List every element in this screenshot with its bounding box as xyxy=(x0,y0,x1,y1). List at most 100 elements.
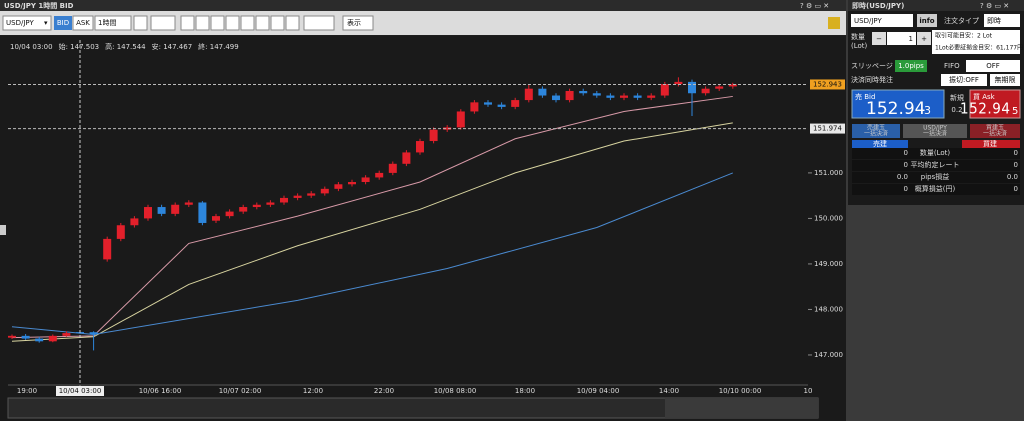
candle-body xyxy=(157,207,166,214)
crosshair-label-box xyxy=(56,386,104,396)
info-button[interactable] xyxy=(917,14,937,27)
window-controls[interactable]: ? ⚙ ▭ ✕ xyxy=(800,2,829,10)
candle-body xyxy=(633,95,642,98)
row-bg xyxy=(852,148,1020,159)
fifo-button[interactable] xyxy=(966,60,1020,72)
bid-box[interactable] xyxy=(851,89,945,119)
y-tick-label: 147.000 xyxy=(814,351,843,359)
price-label-box xyxy=(810,123,845,134)
slippage-label: スリッページ xyxy=(851,62,893,70)
candle-body xyxy=(198,202,207,223)
y-tick-label: 149.000 xyxy=(814,260,843,268)
available: 取引可能目安：2 Lot xyxy=(935,32,993,40)
row-label: 数量(Lot) xyxy=(920,148,951,157)
slippage: 1.0pips xyxy=(898,62,924,70)
navigator-window[interactable] xyxy=(665,398,818,418)
ask-last: 5 xyxy=(1012,106,1018,117)
order-type-label: 注文タイプ xyxy=(944,16,979,25)
candle-body xyxy=(497,104,506,107)
ask-button[interactable] xyxy=(72,15,94,31)
settings-icon[interactable] xyxy=(828,17,840,29)
plus: + xyxy=(921,35,927,43)
candle-body xyxy=(280,197,288,203)
candle-body xyxy=(511,100,520,107)
moving-average xyxy=(11,95,733,339)
x-tick-label: 18:00 xyxy=(515,387,535,395)
expiry-button[interactable] xyxy=(990,74,1020,86)
candle-body xyxy=(239,207,248,212)
plus-button[interactable] xyxy=(917,32,931,45)
candle-body xyxy=(660,84,669,96)
row-label: pips損益 xyxy=(921,172,949,181)
panel-symbol: USD/JPY xyxy=(854,17,882,25)
candle-body xyxy=(388,163,397,173)
candle-body xyxy=(606,95,615,98)
panel-symbol-select[interactable] xyxy=(851,14,913,27)
y-tick-label: 148.000 xyxy=(814,305,843,313)
margin: 1Lot必要証拠金目安：61,177円 xyxy=(935,44,1023,52)
bid-button[interactable] xyxy=(54,16,72,30)
price-axis xyxy=(808,38,846,396)
candle-body xyxy=(89,332,98,335)
settle-button[interactable] xyxy=(941,74,987,86)
info-text: 10/04 03:00 xyxy=(10,43,53,51)
candle-body xyxy=(592,93,601,96)
symbol: USD/JPY xyxy=(6,19,34,27)
button-text: 一括決済 xyxy=(983,130,1007,138)
settle: 振切:OFF xyxy=(949,75,979,84)
settle-all-button[interactable] xyxy=(852,124,900,138)
minus: − xyxy=(876,35,882,43)
sell-header: 売建 xyxy=(873,139,887,148)
info-text: 始: 147.503 xyxy=(59,42,100,51)
panel-controls[interactable]: ? ⚙ ▭ ✕ xyxy=(980,2,1009,10)
candle-body xyxy=(688,81,696,94)
candle-body xyxy=(647,95,656,98)
sell-header-bg xyxy=(852,140,908,148)
candle-body xyxy=(293,195,302,198)
title-bar xyxy=(0,0,846,11)
row-bg xyxy=(852,160,1020,171)
x-tick-label: 10/09 04:00 xyxy=(577,387,620,395)
candle-body xyxy=(130,218,139,226)
crosshair-label: 10/04 03:00 xyxy=(59,387,102,395)
candle-body xyxy=(443,127,452,130)
candle-body xyxy=(402,152,411,164)
candle-body xyxy=(35,338,44,342)
button-text: 売建玉 xyxy=(867,124,885,132)
view-label: 表示 xyxy=(347,18,361,27)
candle-body xyxy=(715,86,724,89)
settle-all-button[interactable] xyxy=(903,124,967,138)
candle-body xyxy=(266,202,275,205)
ask-box[interactable] xyxy=(969,89,1021,119)
sell-cell: 0 xyxy=(904,161,908,169)
candle-body xyxy=(225,211,234,217)
settle-all-button[interactable] xyxy=(970,124,1020,138)
ohlc-info: 10/04 03:00 始: 147.503 高: 147.544 安: 147.46… xyxy=(10,42,239,51)
order-type-select[interactable] xyxy=(984,14,1020,27)
fifo-label: FIFO xyxy=(944,62,960,70)
x-tick-label: 10/08 08:00 xyxy=(434,387,477,395)
sell-cell: 0.0 xyxy=(897,173,908,181)
candle-body xyxy=(538,88,547,96)
view-button[interactable] xyxy=(342,15,374,31)
symbol-select[interactable] xyxy=(2,15,52,31)
x-tick-label: 22:00 xyxy=(374,387,394,395)
candle-body xyxy=(171,204,180,214)
candle-body xyxy=(484,102,492,105)
fifo: OFF xyxy=(986,62,1000,70)
candle-body xyxy=(62,333,71,336)
ask-label: ASK xyxy=(76,19,90,27)
x-tick-label: 10 xyxy=(804,387,813,395)
candle-body xyxy=(701,88,710,94)
button-text: 一括決済 xyxy=(923,130,947,138)
spread: 0.2 xyxy=(951,106,962,114)
y-tick-label: 150.000 xyxy=(814,214,843,222)
side-handle[interactable] xyxy=(0,225,6,235)
slippage-button[interactable] xyxy=(895,60,927,72)
period-select[interactable] xyxy=(94,15,132,31)
qty-input[interactable] xyxy=(887,32,916,45)
x-tick-label: 12:00 xyxy=(303,387,323,395)
minus-button[interactable] xyxy=(872,32,886,45)
info-label: info xyxy=(919,17,934,25)
